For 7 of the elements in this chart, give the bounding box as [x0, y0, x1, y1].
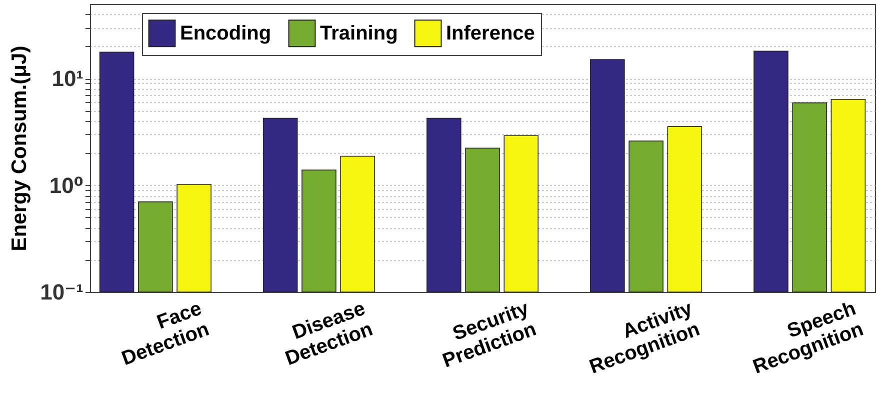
legend-label: Inference: [446, 22, 535, 44]
y-tick-label: 10⁻¹: [40, 280, 84, 304]
y-axis-title: Energy Consum.(μJ): [8, 46, 32, 252]
y-tick-label: 10¹: [52, 66, 84, 92]
legend-label: Encoding: [180, 22, 272, 44]
y-tick-label: 10⁰: [49, 172, 84, 198]
legend-label: Training: [320, 22, 398, 44]
